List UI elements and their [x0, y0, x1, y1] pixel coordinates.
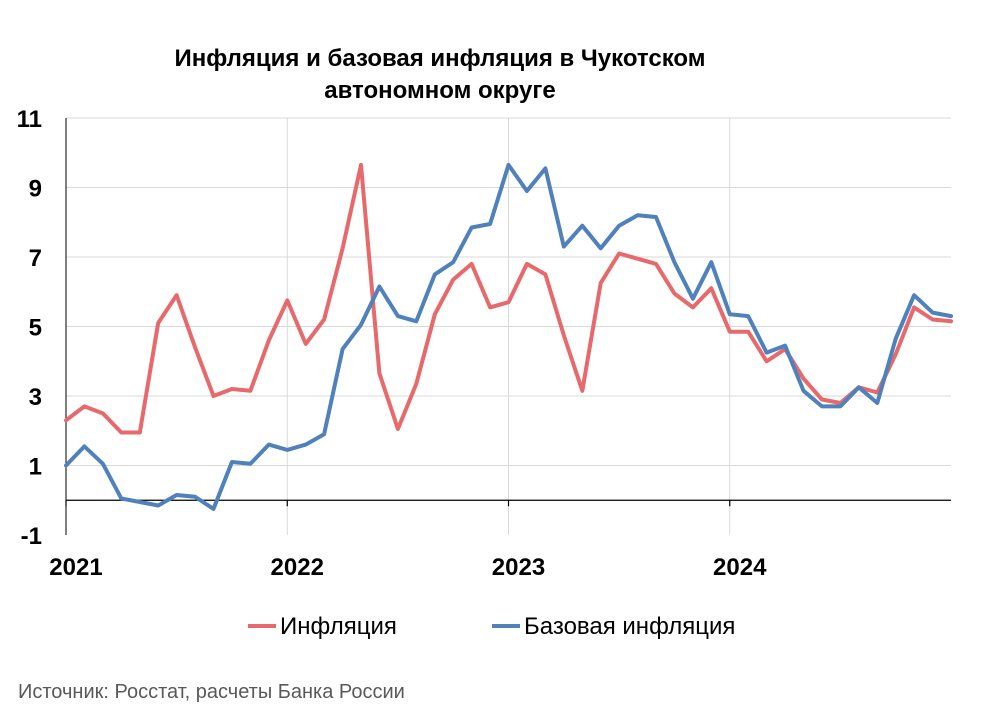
y-tick-label-9: 9 [29, 176, 42, 203]
y-tick-label--1: -1 [21, 523, 42, 550]
x-tick-label-2024: 2024 [713, 554, 767, 581]
y-tick-label-3: 3 [29, 384, 42, 411]
grid-lines [65, 117, 951, 535]
y-tick-label-7: 7 [29, 245, 42, 272]
y-tick-label-11: 11 [17, 106, 42, 133]
chart-title-line-1: Инфляция и базовая инфляция в Чукотском [175, 45, 706, 72]
series-line-inflation [64, 162, 953, 435]
series-lines [64, 162, 953, 511]
y-tick-label-5: 5 [29, 315, 42, 342]
legend-label-inflation: Инфляция [280, 613, 397, 640]
x-axis-tick-labels: 2021 2022 2023 2024 [49, 554, 767, 581]
y-tick-label-1: 1 [29, 454, 42, 481]
y-axis-tick-labels: 11 9 7 5 3 1 -1 [17, 106, 42, 550]
x-tick-label-2021: 2021 [49, 554, 102, 581]
source-note: Источник: Росстат, расчеты Банка России [18, 681, 405, 703]
legend-label-core-inflation: Базовая инфляция [524, 613, 735, 640]
series-line-core-inflation [64, 162, 953, 511]
chart-title-line-2: автономном округе [324, 77, 555, 104]
x-tick-label-2022: 2022 [271, 554, 324, 581]
legend: Инфляция Базовая инфляция [248, 613, 735, 640]
x-tick-label-2023: 2023 [492, 554, 545, 581]
